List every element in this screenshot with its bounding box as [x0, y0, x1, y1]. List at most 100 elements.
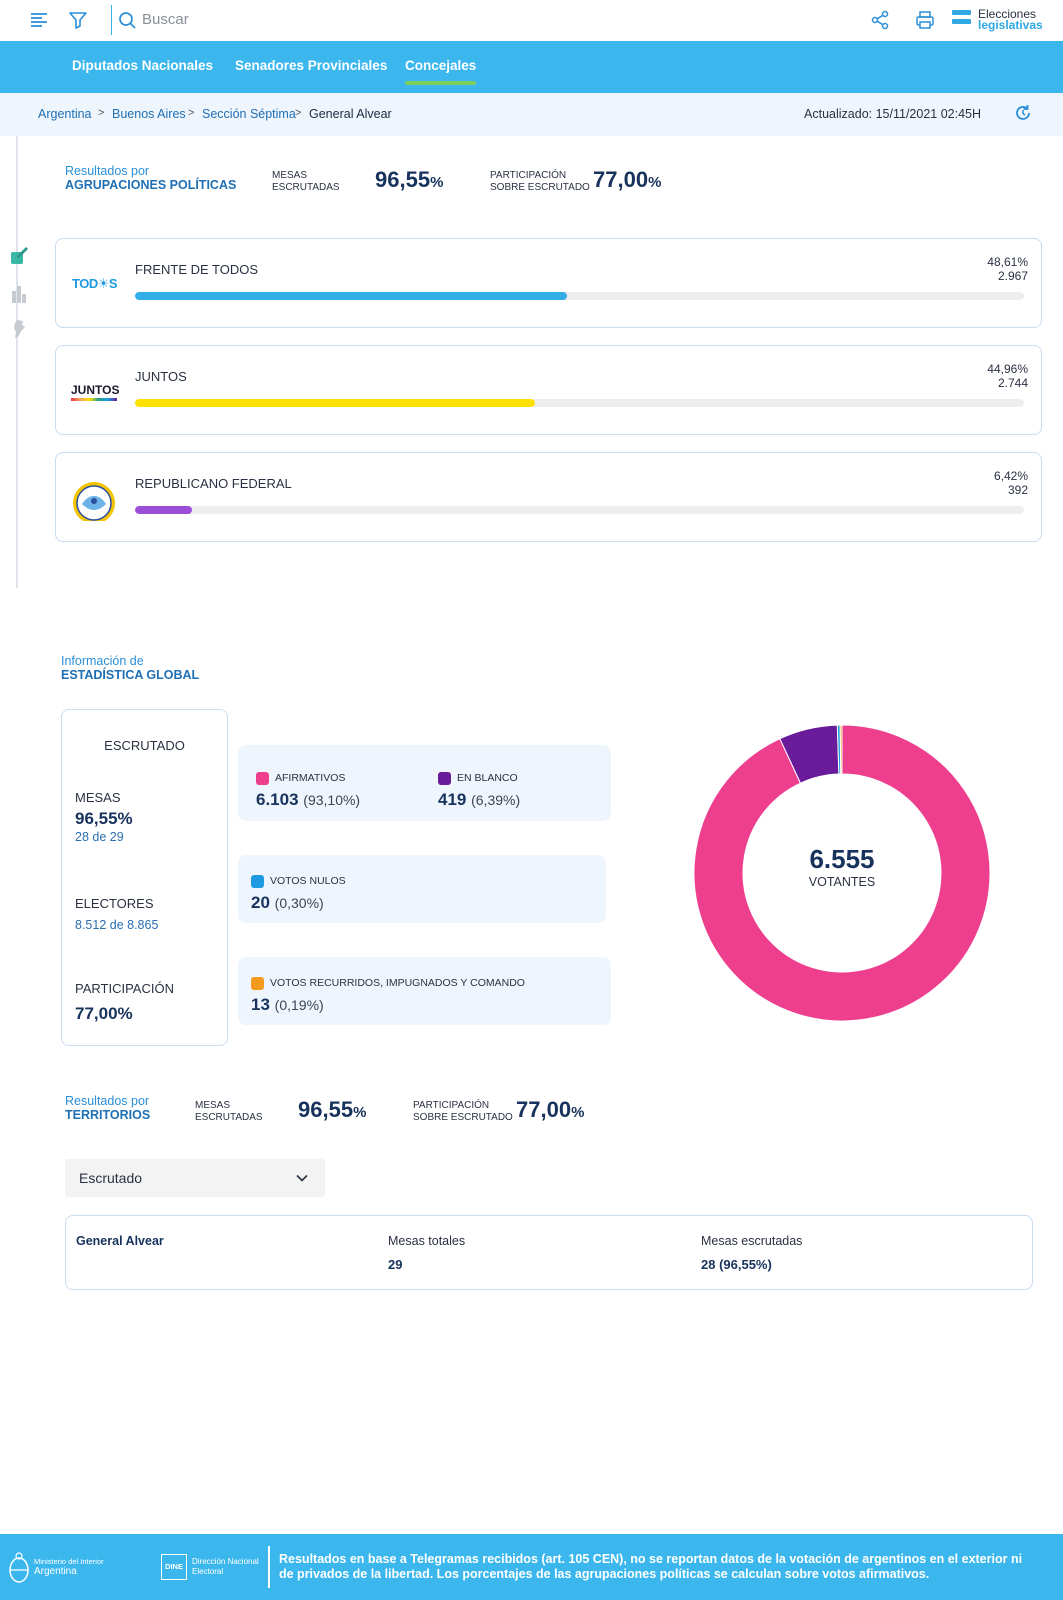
search-divider: [111, 5, 112, 35]
party-progress-track: [135, 399, 1024, 407]
escrutado-select[interactable]: Escrutado: [65, 1159, 325, 1197]
refresh-icon[interactable]: [1013, 103, 1033, 123]
menu-icon[interactable]: [28, 9, 50, 31]
mesas-escrutadas-value: 28 (96,55%): [701, 1257, 772, 1272]
print-icon[interactable]: [914, 9, 936, 31]
votos-recurridos-item: VOTOS RECURRIDOS, IMPUGNADOS Y COMANDO 1…: [251, 975, 591, 1020]
participacion-label: PARTICIPACIÓN: [490, 170, 567, 181]
brand-line1: Elecciones: [978, 7, 1037, 21]
votos-nulos-item: VOTOS NULOS 20 (0,30%): [251, 873, 551, 918]
recurridos-box: [238, 957, 611, 1025]
territory-name: General Alvear: [76, 1234, 164, 1248]
votos-recurridos-label: VOTOS RECURRIDOS, IMPUGNADOS Y COMANDO: [270, 977, 525, 989]
party-votes: 392: [1007, 483, 1028, 497]
votantes-donut-chart: [694, 725, 990, 1021]
mesas-totales-label: Mesas totales: [388, 1234, 466, 1248]
footer: Ministerio del Interior Argentina DINE Di…: [0, 1534, 1063, 1600]
party-progress-track: [135, 292, 1024, 300]
search-icon[interactable]: [116, 9, 138, 31]
party-progress-track: [135, 506, 1024, 514]
nulos-box: [238, 855, 606, 923]
votantes-total: 6.555: [809, 844, 875, 874]
party-percentage: 6,42%: [993, 469, 1028, 483]
brand-line2: legislativas: [978, 18, 1043, 32]
participacion-label: PARTICIPACIÓN: [413, 1100, 490, 1111]
territorios-title: TERRITORIOS: [65, 1108, 151, 1122]
search-input[interactable]: [142, 8, 442, 30]
vote-ballot-icon[interactable]: [9, 244, 29, 266]
tab-concejales[interactable]: Concejales: [405, 58, 477, 85]
party-progress-fill: [135, 292, 568, 300]
party-name: FRENTE DE TODOS: [135, 262, 259, 277]
territorios-title-small: Resultados por: [65, 1094, 150, 1108]
votos-recurridos-swatch: [251, 977, 264, 990]
party-votes: 2.744: [997, 376, 1028, 390]
electores-sub: 8.512 de 8.865: [75, 918, 159, 932]
coat-of-arms-icon: [9, 1552, 29, 1583]
mesas-label: MESAS: [272, 170, 308, 181]
participacion-label-2: SOBRE ESCRUTADO: [490, 182, 590, 193]
breadcrumb-seccion-septima[interactable]: Sección Séptima: [202, 107, 296, 121]
votantes-label: VOTANTES: [808, 875, 876, 889]
dine-label: Dirección Nacional Electoral: [192, 1557, 259, 1576]
party-percentage: 44,96%: [987, 362, 1028, 376]
dine-logo: DINE: [161, 1554, 187, 1580]
afirmativos-item: AFIRMATIVOS 6.103 (93,10%): [256, 770, 416, 815]
en-blanco-label: EN BLANCO: [457, 772, 518, 784]
juntos-logo: JUNTOS: [70, 374, 120, 410]
en-blanco-value: 419 (6,39%): [438, 790, 521, 809]
afirmativos-swatch: [256, 772, 269, 785]
agrupaciones-title: AGRUPACIONES POLÍTICAS: [65, 178, 237, 192]
estadistica-title: ESTADÍSTICA GLOBAL: [61, 668, 200, 682]
territorios-mesas-value: 96,55%: [298, 1097, 367, 1122]
mesas-totales-value: 29: [388, 1257, 403, 1272]
afirmativos-label: AFIRMATIVOS: [275, 772, 346, 784]
party-percentage: 48,61%: [987, 255, 1028, 269]
bar-chart-icon[interactable]: [9, 283, 29, 305]
party-votes: 2.967: [997, 269, 1028, 283]
mesas-value: 96,55%: [75, 809, 133, 828]
donut-slice-afirmativos: [694, 725, 990, 1021]
republicano-federal-logo: [73, 482, 115, 521]
mesas-label: MESAS: [195, 1100, 231, 1111]
afirmativos-value: 6.103 (93,10%): [256, 790, 361, 809]
escrutado-title: ESCRUTADO: [104, 738, 185, 753]
votos-nulos-value: 20 (0,30%): [251, 893, 324, 912]
tab-senadores-provinciales[interactable]: Senadores Provinciales: [235, 58, 388, 73]
mesas-label: MESAS: [75, 790, 121, 805]
escrutado-card: ESCRUTADO MESAS 96,55% 28 de 29 ELECTORE…: [61, 709, 228, 1046]
party-card-frente-de-todos[interactable]: TOD☀S FRENTE DE TODOS 48,61% 2.967: [55, 238, 1042, 328]
category-nav: Diputados Nacionales Senadores Provincia…: [0, 41, 1063, 93]
participacion-value: 77,00%: [593, 167, 662, 192]
electores-label: ELECTORES: [75, 896, 154, 911]
side-rail: [16, 136, 18, 588]
mesas-sub: 28 de 29: [75, 830, 124, 844]
party-card-republicano-federal[interactable]: REPUBLICANO FEDERAL 6,42% 392: [55, 452, 1042, 542]
frente-de-todos-logo: TOD☀S: [72, 276, 118, 291]
votos-recurridos-value: 13 (0,19%): [251, 995, 324, 1014]
breadcrumb-separator: >: [98, 107, 105, 119]
breadcrumb-argentina[interactable]: Argentina: [38, 107, 92, 121]
flag-bars-icon: [952, 10, 971, 28]
breadcrumb-buenos-aires[interactable]: Buenos Aires: [112, 107, 186, 121]
filter-icon[interactable]: [67, 9, 89, 31]
participacion-label: PARTICIPACIÓN: [75, 981, 174, 996]
ministerio-label: Ministerio del Interior Argentina: [34, 1557, 104, 1577]
chevron-down-icon: [296, 1174, 308, 1182]
mesas-label-2: ESCRUTADAS: [195, 1112, 263, 1123]
breadcrumb-separator: >: [188, 107, 195, 119]
share-icon[interactable]: [869, 9, 891, 31]
map-icon[interactable]: [9, 318, 29, 340]
participacion-label-2: SOBRE ESCRUTADO: [413, 1112, 513, 1123]
tab-diputados-nacionales[interactable]: Diputados Nacionales: [72, 58, 214, 73]
votos-nulos-swatch: [251, 875, 264, 888]
party-progress-fill: [135, 506, 193, 514]
party-name: REPUBLICANO FEDERAL: [135, 476, 292, 491]
territory-row[interactable]: General Alvear Mesas totales 29 Mesas es…: [65, 1215, 1033, 1290]
elecciones-logo[interactable]: Elecciones legislativas: [952, 7, 1057, 35]
afirmativos-blanco-box: [238, 745, 611, 821]
party-card-juntos[interactable]: JUNTOS JUNTOS 44,96% 2.744: [55, 345, 1042, 435]
select-value: Escrutado: [79, 1170, 143, 1186]
en-blanco-swatch: [438, 772, 451, 785]
territorios-participacion-value: 77,00%: [516, 1097, 585, 1122]
